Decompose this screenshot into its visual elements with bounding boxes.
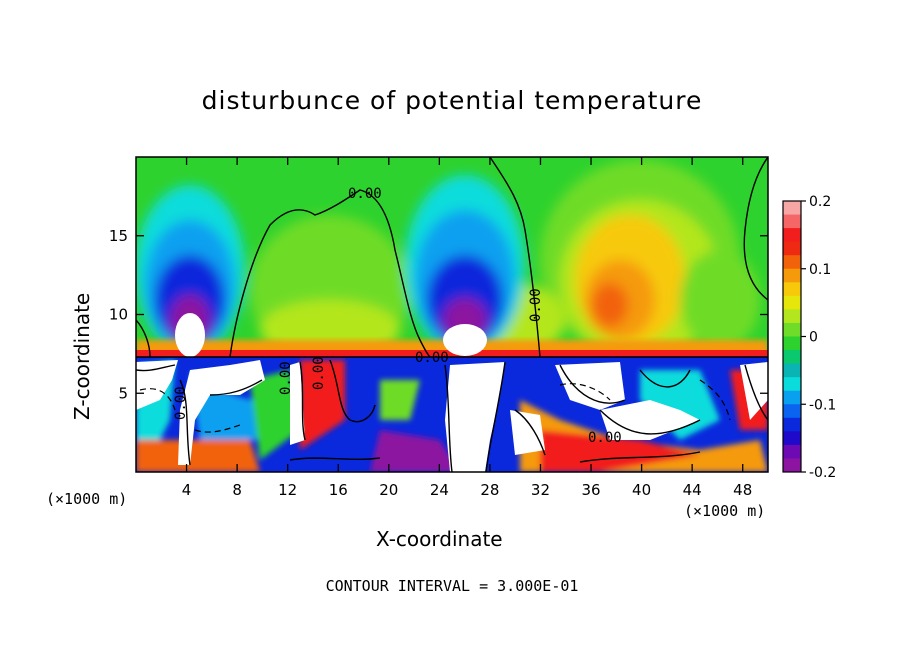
colorbar-swatch [783, 458, 801, 473]
colorbar-swatch [783, 390, 801, 405]
x-axis-label: X-coordinate [376, 527, 503, 551]
colorbar-tick-label: 0 [809, 330, 818, 346]
y-tick-label: 15 [109, 227, 128, 245]
x-tick-label: 8 [232, 481, 242, 499]
colorbar-swatch [783, 363, 801, 378]
colorbar-swatch [783, 282, 801, 297]
contour-label: 0.00 [311, 356, 327, 390]
contour-lines [136, 157, 768, 472]
colorbar-swatch [783, 295, 801, 310]
colorbar-tick-label: -0.1 [809, 397, 836, 413]
contour-label: 0.00 [588, 430, 622, 446]
y-tick-label: 10 [109, 306, 128, 324]
colorbar-tick-label: 0.2 [809, 194, 831, 210]
x-tick-label: 44 [683, 481, 702, 499]
colorbar-swatch [783, 241, 801, 256]
colorbar-swatch [783, 377, 801, 392]
contour-label: 0.00 [528, 288, 544, 322]
x-tick-label: 4 [182, 481, 192, 499]
contour-interval-text: CONTOUR INTERVAL = 3.000E-01 [325, 577, 579, 595]
colorbar-swatch [783, 336, 801, 351]
x-tick-label: 16 [329, 481, 348, 499]
colorbar-swatch [783, 417, 801, 432]
heatmap-field [136, 157, 768, 472]
x-axis-unit-right: (×1000 m) [684, 502, 766, 520]
contour-label: 0.00 [348, 186, 382, 202]
contour-label: 0.00 [415, 350, 449, 366]
colorbar-swatch [783, 255, 801, 270]
colorbar-swatch [783, 431, 801, 446]
contour-label: 0.00 [173, 386, 189, 420]
colorbar-swatch [783, 444, 801, 459]
x-tick-label: 28 [480, 481, 499, 499]
x-tick-label: 40 [632, 481, 651, 499]
colorbar-swatch [783, 268, 801, 283]
x-tick-label: 32 [531, 481, 550, 499]
colorbar-swatch [783, 214, 801, 229]
colorbar [782, 200, 806, 473]
colorbar-tick-label: -0.2 [809, 465, 836, 481]
y-axis-label: Z-coordinate [70, 292, 94, 420]
x-tick-label: 24 [430, 481, 449, 499]
contour-label: 0.00 [278, 361, 294, 395]
chart-title: disturbunce of potential temperature [201, 86, 703, 115]
colorbar-swatch [783, 404, 801, 419]
colorbar-tick-label: 0.1 [809, 262, 831, 278]
colorbar-swatch [783, 322, 801, 337]
colorbar-swatch [783, 201, 801, 216]
x-axis-unit-left: (×1000 m) [46, 490, 128, 508]
x-tick-label: 48 [733, 481, 752, 499]
colorbar-swatch [783, 350, 801, 365]
x-tick-label: 36 [581, 481, 600, 499]
colorbar-swatch [783, 309, 801, 324]
colorbar-swatch [783, 228, 801, 243]
x-tick-label: 20 [379, 481, 398, 499]
y-tick-label: 5 [118, 384, 128, 402]
x-tick-label: 12 [278, 481, 297, 499]
